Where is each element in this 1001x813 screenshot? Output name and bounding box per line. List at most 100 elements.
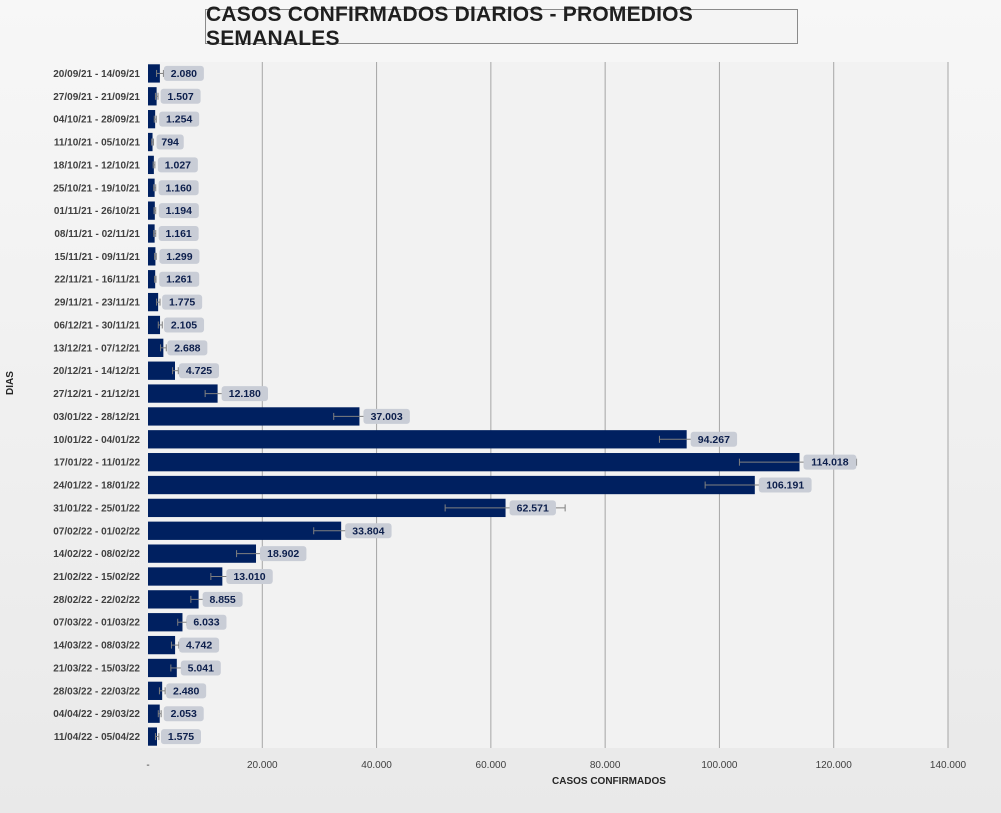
category-label: 21/02/22 - 15/02/22 — [53, 572, 140, 583]
bar — [148, 635, 176, 655]
category-label: 11/10/21 - 05/10/21 — [54, 138, 141, 149]
x-tick-label: 60.000 — [476, 760, 507, 771]
bar — [148, 567, 223, 586]
data-label-bg — [179, 637, 220, 653]
bar — [148, 132, 153, 152]
bar — [148, 178, 155, 197]
data-label: 1.299 — [166, 251, 192, 263]
bar — [148, 544, 257, 563]
plot-area — [148, 62, 948, 748]
bar — [148, 407, 360, 426]
data-label: 37.003 — [371, 411, 403, 423]
x-tick-label: - — [146, 760, 149, 771]
bar — [148, 224, 155, 243]
x-tick-label: 80.000 — [590, 760, 621, 771]
data-label: 33.804 — [352, 525, 384, 537]
x-tick-label: 120.000 — [816, 760, 853, 771]
category-label: 17/01/22 - 11/01/22 — [54, 458, 141, 469]
category-label: 20/09/21 - 14/09/21 — [53, 69, 140, 80]
bar — [148, 247, 156, 266]
data-label: 18.902 — [267, 548, 299, 560]
bar — [148, 292, 159, 312]
data-label-bg — [167, 340, 208, 356]
data-label-bg — [159, 248, 200, 264]
data-label: 2.080 — [171, 68, 197, 80]
chart-title: CASOS CONFIRMADOS DIARIOS - PROMEDIOS SE… — [205, 3, 798, 50]
bar — [148, 155, 154, 175]
data-label-bg — [260, 546, 307, 562]
category-label: 24/01/22 - 18/01/22 — [53, 481, 140, 492]
category-label: 22/11/21 - 16/11/21 — [54, 275, 140, 286]
data-label-bg — [166, 683, 207, 699]
data-label-bg — [163, 706, 204, 722]
bar — [148, 361, 175, 380]
data-label-bg — [180, 660, 221, 676]
x-tick-label: 40.000 — [361, 760, 392, 771]
data-label-bg — [690, 431, 738, 447]
category-label: 04/10/21 - 28/09/21 — [53, 115, 140, 126]
bar — [148, 315, 161, 335]
bar — [148, 201, 155, 220]
data-label-bg — [157, 157, 198, 173]
data-label: 62.571 — [517, 502, 549, 514]
data-label: 1.507 — [167, 91, 193, 103]
bar — [148, 384, 218, 403]
data-label-bg — [160, 88, 201, 104]
data-label: 4.742 — [186, 640, 212, 652]
data-label-bg — [164, 317, 205, 333]
data-label: 6.033 — [193, 617, 219, 629]
category-label: 27/12/21 - 21/12/21 — [53, 389, 140, 400]
category-label: 27/09/21 - 21/09/21 — [53, 92, 140, 103]
category-label: 07/02/22 - 01/02/22 — [53, 526, 140, 537]
data-label: 1.027 — [165, 159, 191, 171]
data-label: 94.267 — [698, 434, 730, 446]
bar — [148, 590, 199, 609]
data-label: 1.261 — [166, 274, 192, 286]
data-label: 5.041 — [188, 662, 214, 674]
data-label: 1.161 — [165, 228, 191, 240]
bar — [148, 453, 800, 472]
data-label: 1.194 — [166, 205, 192, 217]
data-label-bg — [161, 729, 201, 745]
category-label: 18/10/21 - 12/10/21 — [53, 160, 140, 171]
data-label-bg — [226, 569, 273, 584]
category-label: 10/01/22 - 04/01/22 — [53, 435, 140, 446]
data-label: 2.105 — [171, 319, 197, 331]
category-label: 28/02/22 - 22/02/22 — [53, 595, 140, 606]
category-label: 01/11/21 - 26/10/21 — [54, 206, 141, 217]
bar — [148, 430, 687, 449]
data-label-bg — [158, 180, 199, 196]
data-label: 2.053 — [171, 708, 197, 720]
data-label: 2.688 — [174, 342, 200, 354]
bar — [148, 681, 163, 700]
category-label: 29/11/21 - 23/11/21 — [54, 298, 140, 309]
data-label-bg — [202, 591, 243, 607]
data-label-bg — [156, 134, 184, 150]
data-label: 106.191 — [766, 480, 804, 492]
bar — [148, 704, 160, 723]
data-label: 8.855 — [209, 594, 235, 606]
category-label: 06/12/21 - 30/11/21 — [54, 320, 141, 331]
bar — [148, 727, 157, 746]
category-label: 08/11/21 - 02/11/21 — [54, 229, 140, 240]
bar — [148, 658, 177, 678]
data-label: 4.725 — [186, 365, 212, 377]
category-label: 21/03/22 - 15/03/22 — [53, 663, 140, 674]
bar — [148, 475, 755, 495]
data-label-bg — [803, 454, 857, 470]
data-label: 1.775 — [169, 297, 195, 309]
data-label: 794 — [161, 137, 179, 149]
category-label: 04/04/22 - 29/03/22 — [53, 709, 140, 720]
data-label-bg — [509, 500, 556, 516]
data-label: 114.018 — [811, 457, 849, 469]
data-label-bg — [345, 523, 392, 539]
data-label: 13.010 — [233, 571, 265, 583]
data-label-bg — [159, 111, 200, 127]
data-label-bg — [163, 65, 204, 81]
bar — [148, 110, 156, 129]
category-label: 31/01/22 - 25/01/22 — [53, 503, 140, 514]
data-label: 1.160 — [165, 182, 191, 194]
bar — [148, 521, 342, 540]
data-label-bg — [158, 226, 199, 241]
